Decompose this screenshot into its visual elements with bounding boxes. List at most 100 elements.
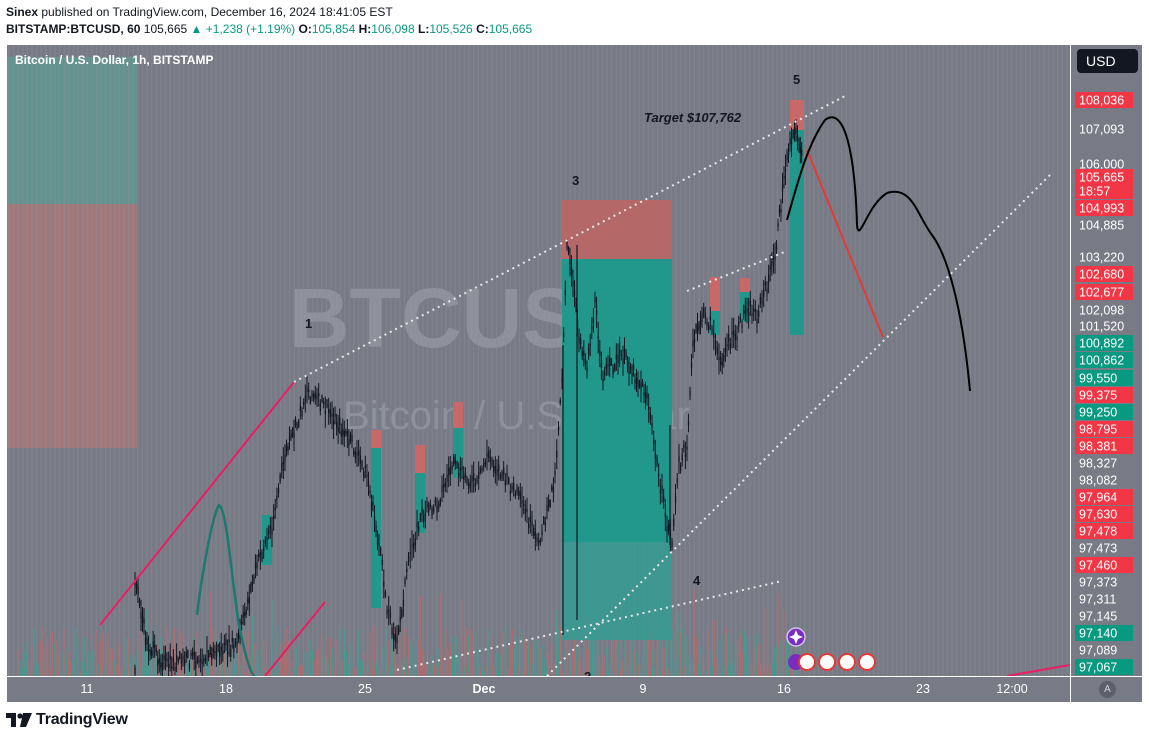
volume-bar — [509, 644, 511, 676]
candle-body — [370, 502, 373, 510]
candle-body — [503, 467, 505, 475]
volume-bar — [263, 641, 265, 676]
auto-scale-button[interactable]: A — [1099, 681, 1116, 698]
volume-bar — [329, 638, 332, 676]
projected-price-path — [786, 116, 971, 392]
high-label: H: — [358, 22, 372, 36]
candle-body — [168, 663, 170, 669]
volume-bar — [621, 659, 624, 676]
candle-body — [164, 654, 167, 662]
price-axis-label: 99,375 — [1079, 389, 1117, 403]
volume-bar — [776, 644, 778, 676]
volume-bar — [320, 635, 323, 676]
currency-button[interactable]: USD — [1077, 49, 1138, 73]
candle-body — [219, 650, 221, 657]
volume-bar — [67, 650, 70, 676]
volume-bar — [316, 650, 318, 676]
volume-bar — [79, 669, 81, 676]
volume-bar — [684, 666, 686, 676]
candle-body — [169, 655, 171, 660]
candle-body — [471, 475, 473, 482]
candle-body — [586, 367, 588, 372]
chart-canvas[interactable]: BTCUSD Bitcoin / U.S. Dollar 1 2 — [7, 45, 1070, 676]
candle-body — [394, 633, 397, 642]
candle-body — [491, 459, 493, 465]
candle-body — [250, 583, 252, 592]
candle-body — [584, 358, 587, 365]
candle-body — [342, 428, 344, 435]
candle-body — [799, 147, 802, 154]
volume-bar — [762, 670, 764, 676]
volume-bar — [37, 662, 40, 676]
candle-body — [223, 642, 226, 645]
volume-bar — [789, 667, 792, 676]
candle-body — [443, 484, 445, 488]
event-icons[interactable] — [786, 627, 876, 671]
candle-body — [453, 456, 455, 464]
candle-body — [369, 490, 371, 494]
price-label-bg — [1075, 284, 1133, 300]
time-axis[interactable]: 11 18 25 Dec 9 16 23 12:00 — [7, 677, 1070, 702]
volume-bar — [534, 639, 537, 676]
candle-body — [469, 481, 472, 486]
volume-bar — [256, 650, 258, 676]
price-axis-label: 99,550 — [1079, 372, 1117, 386]
volume-bar — [730, 664, 732, 676]
volume-bar — [313, 659, 316, 676]
candle-body — [230, 649, 232, 657]
candle-body — [299, 405, 302, 411]
volume-bar — [502, 631, 504, 676]
us-flag-icon-2[interactable] — [818, 653, 836, 671]
candle-body — [154, 644, 156, 648]
candle-body — [615, 354, 618, 360]
volume-bar — [511, 629, 514, 676]
volume-bar — [596, 640, 599, 676]
chart-plot-area[interactable]: BTCUSD Bitcoin / U.S. Dollar 1 2 — [7, 45, 1070, 676]
volume-bar — [293, 668, 295, 676]
candle-body — [356, 451, 358, 456]
candle-body — [268, 530, 270, 535]
volume-bar — [233, 665, 235, 676]
sparkle-icon — [789, 630, 803, 644]
volume-bar — [580, 659, 583, 676]
candle-body — [378, 543, 380, 547]
candle-body — [690, 362, 693, 368]
volume-bar — [394, 627, 396, 676]
volume-bar — [686, 636, 688, 676]
candle-body — [753, 308, 755, 312]
candle-body — [684, 454, 687, 457]
candle-body — [589, 343, 591, 347]
us-flag-icon-4[interactable] — [858, 653, 876, 671]
volume-bar — [741, 653, 744, 676]
candle-body — [138, 600, 141, 606]
volume-bar — [92, 649, 95, 676]
candle-body — [523, 504, 525, 507]
wave-label-4: 4 — [693, 573, 701, 588]
volume-bar — [757, 644, 760, 676]
candle-body — [569, 259, 571, 265]
volume-bar — [734, 642, 737, 676]
volume-bar — [334, 670, 336, 676]
volume-bar — [398, 635, 401, 676]
candle-body — [328, 409, 330, 414]
time-axis-labels: 11 18 25 Dec 9 16 23 12:00 — [81, 682, 1028, 696]
candle-body — [361, 460, 363, 469]
volume-bar — [500, 654, 502, 676]
volume-bar — [700, 646, 702, 676]
us-flag-icon-1[interactable] — [798, 653, 816, 671]
candle-body — [137, 586, 139, 595]
price-label-bg — [1075, 404, 1133, 420]
candle-body — [654, 452, 657, 460]
candle-body — [209, 646, 211, 655]
volume-bar — [371, 670, 373, 676]
price-label-bg — [1075, 370, 1133, 386]
candle-body — [433, 506, 435, 512]
volume-bar — [644, 628, 647, 676]
candle-body — [524, 508, 527, 514]
candle-body — [592, 318, 595, 323]
candle-body — [188, 663, 191, 669]
us-flag-icon-3[interactable] — [838, 653, 856, 671]
volume-bar — [198, 660, 201, 676]
volume-bar — [571, 649, 573, 676]
price-axis[interactable]: 108,036 107,093 106,000 105,665 18:57 104,993… — [1071, 45, 1142, 676]
